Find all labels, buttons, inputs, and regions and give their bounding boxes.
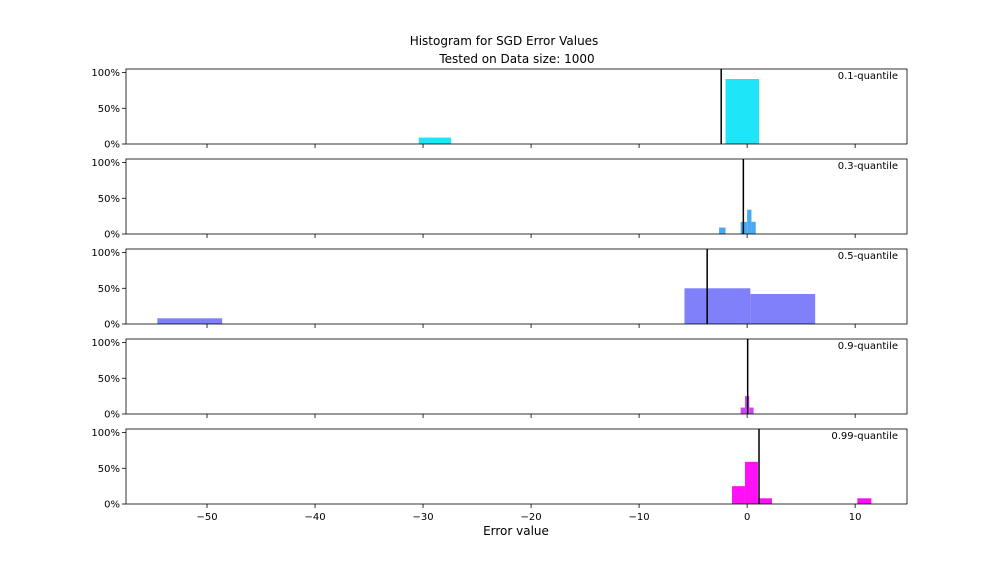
- chart-subtitle: Tested on Data size: 1000: [438, 52, 594, 66]
- panel-quantile-label: 0.9-quantile: [838, 341, 898, 352]
- panel-quantile-label: 0.1-quantile: [838, 71, 898, 82]
- panel-frame: [125, 338, 908, 415]
- x-tick-label: 0: [744, 512, 750, 523]
- panel-5: 0% 50% 100% 0.99-quantile: [91, 428, 908, 511]
- shared-x-axis: −50 −40 −30 −20 −10 0 10: [196, 512, 861, 523]
- panel-quantile-label: 0.99-quantile: [831, 431, 898, 442]
- histogram-bar: [857, 498, 872, 504]
- histogram-bar: [418, 137, 452, 144]
- panel-frame: [125, 428, 908, 505]
- histogram-bar: [751, 221, 756, 234]
- y-tick-label: 0%: [104, 230, 120, 241]
- histogram-bar: [740, 407, 745, 414]
- panel-frame: [125, 248, 908, 325]
- histogram-bar: [719, 227, 726, 234]
- x-tick-label: −30: [413, 512, 434, 523]
- y-tick-label: 50%: [98, 104, 120, 115]
- histogram-bar: [749, 407, 754, 414]
- histogram-bar: [757, 498, 772, 504]
- panel-3: 0% 50% 100% 0.5-quantile: [91, 248, 908, 331]
- panel-1: 0% 50% 100% 0.1-quantile: [91, 68, 908, 151]
- y-tick-label: 100%: [91, 68, 120, 79]
- histogram-bar: [157, 318, 223, 324]
- x-tick-label: −40: [304, 512, 325, 523]
- y-tick-label: 0%: [104, 140, 120, 151]
- panel-frame: [125, 68, 908, 145]
- panel-quantile-label: 0.3-quantile: [838, 161, 898, 172]
- x-tick-label: −20: [521, 512, 542, 523]
- panel-4: 0% 50% 100% 0.9-quantile: [91, 338, 908, 421]
- y-tick-label: 100%: [91, 428, 120, 439]
- y-tick-label: 100%: [91, 248, 120, 259]
- histogram-bar: [725, 79, 760, 144]
- histogram-bar: [750, 294, 816, 324]
- y-tick-label: 50%: [98, 464, 120, 475]
- y-tick-label: 50%: [98, 284, 120, 295]
- histogram-bar: [684, 288, 751, 324]
- y-tick-label: 50%: [98, 374, 120, 385]
- x-tick-label: 10: [849, 512, 862, 523]
- y-tick-label: 0%: [104, 320, 120, 331]
- y-tick-label: 0%: [104, 500, 120, 511]
- histogram-panels: 0% 50% 100% 0.1-quantile 0% 50% 100% 0.3-quanti…: [91, 68, 908, 511]
- histogram-bar: [747, 209, 752, 234]
- x-axis-label: Error value: [483, 524, 549, 538]
- panel-frame: [125, 158, 908, 235]
- chart-title: Histogram for SGD Error Values: [410, 34, 599, 48]
- panel-quantile-label: 0.5-quantile: [838, 251, 898, 262]
- y-tick-label: 0%: [104, 410, 120, 421]
- x-tick-label: −10: [629, 512, 650, 523]
- y-tick-label: 50%: [98, 194, 120, 205]
- histogram-bar: [744, 461, 758, 504]
- x-tick-label: −50: [196, 512, 217, 523]
- histogram-bar: [732, 486, 745, 504]
- y-tick-label: 100%: [91, 158, 120, 169]
- panel-2: 0% 50% 100% 0.3-quantile: [91, 158, 908, 241]
- y-tick-label: 100%: [91, 338, 120, 349]
